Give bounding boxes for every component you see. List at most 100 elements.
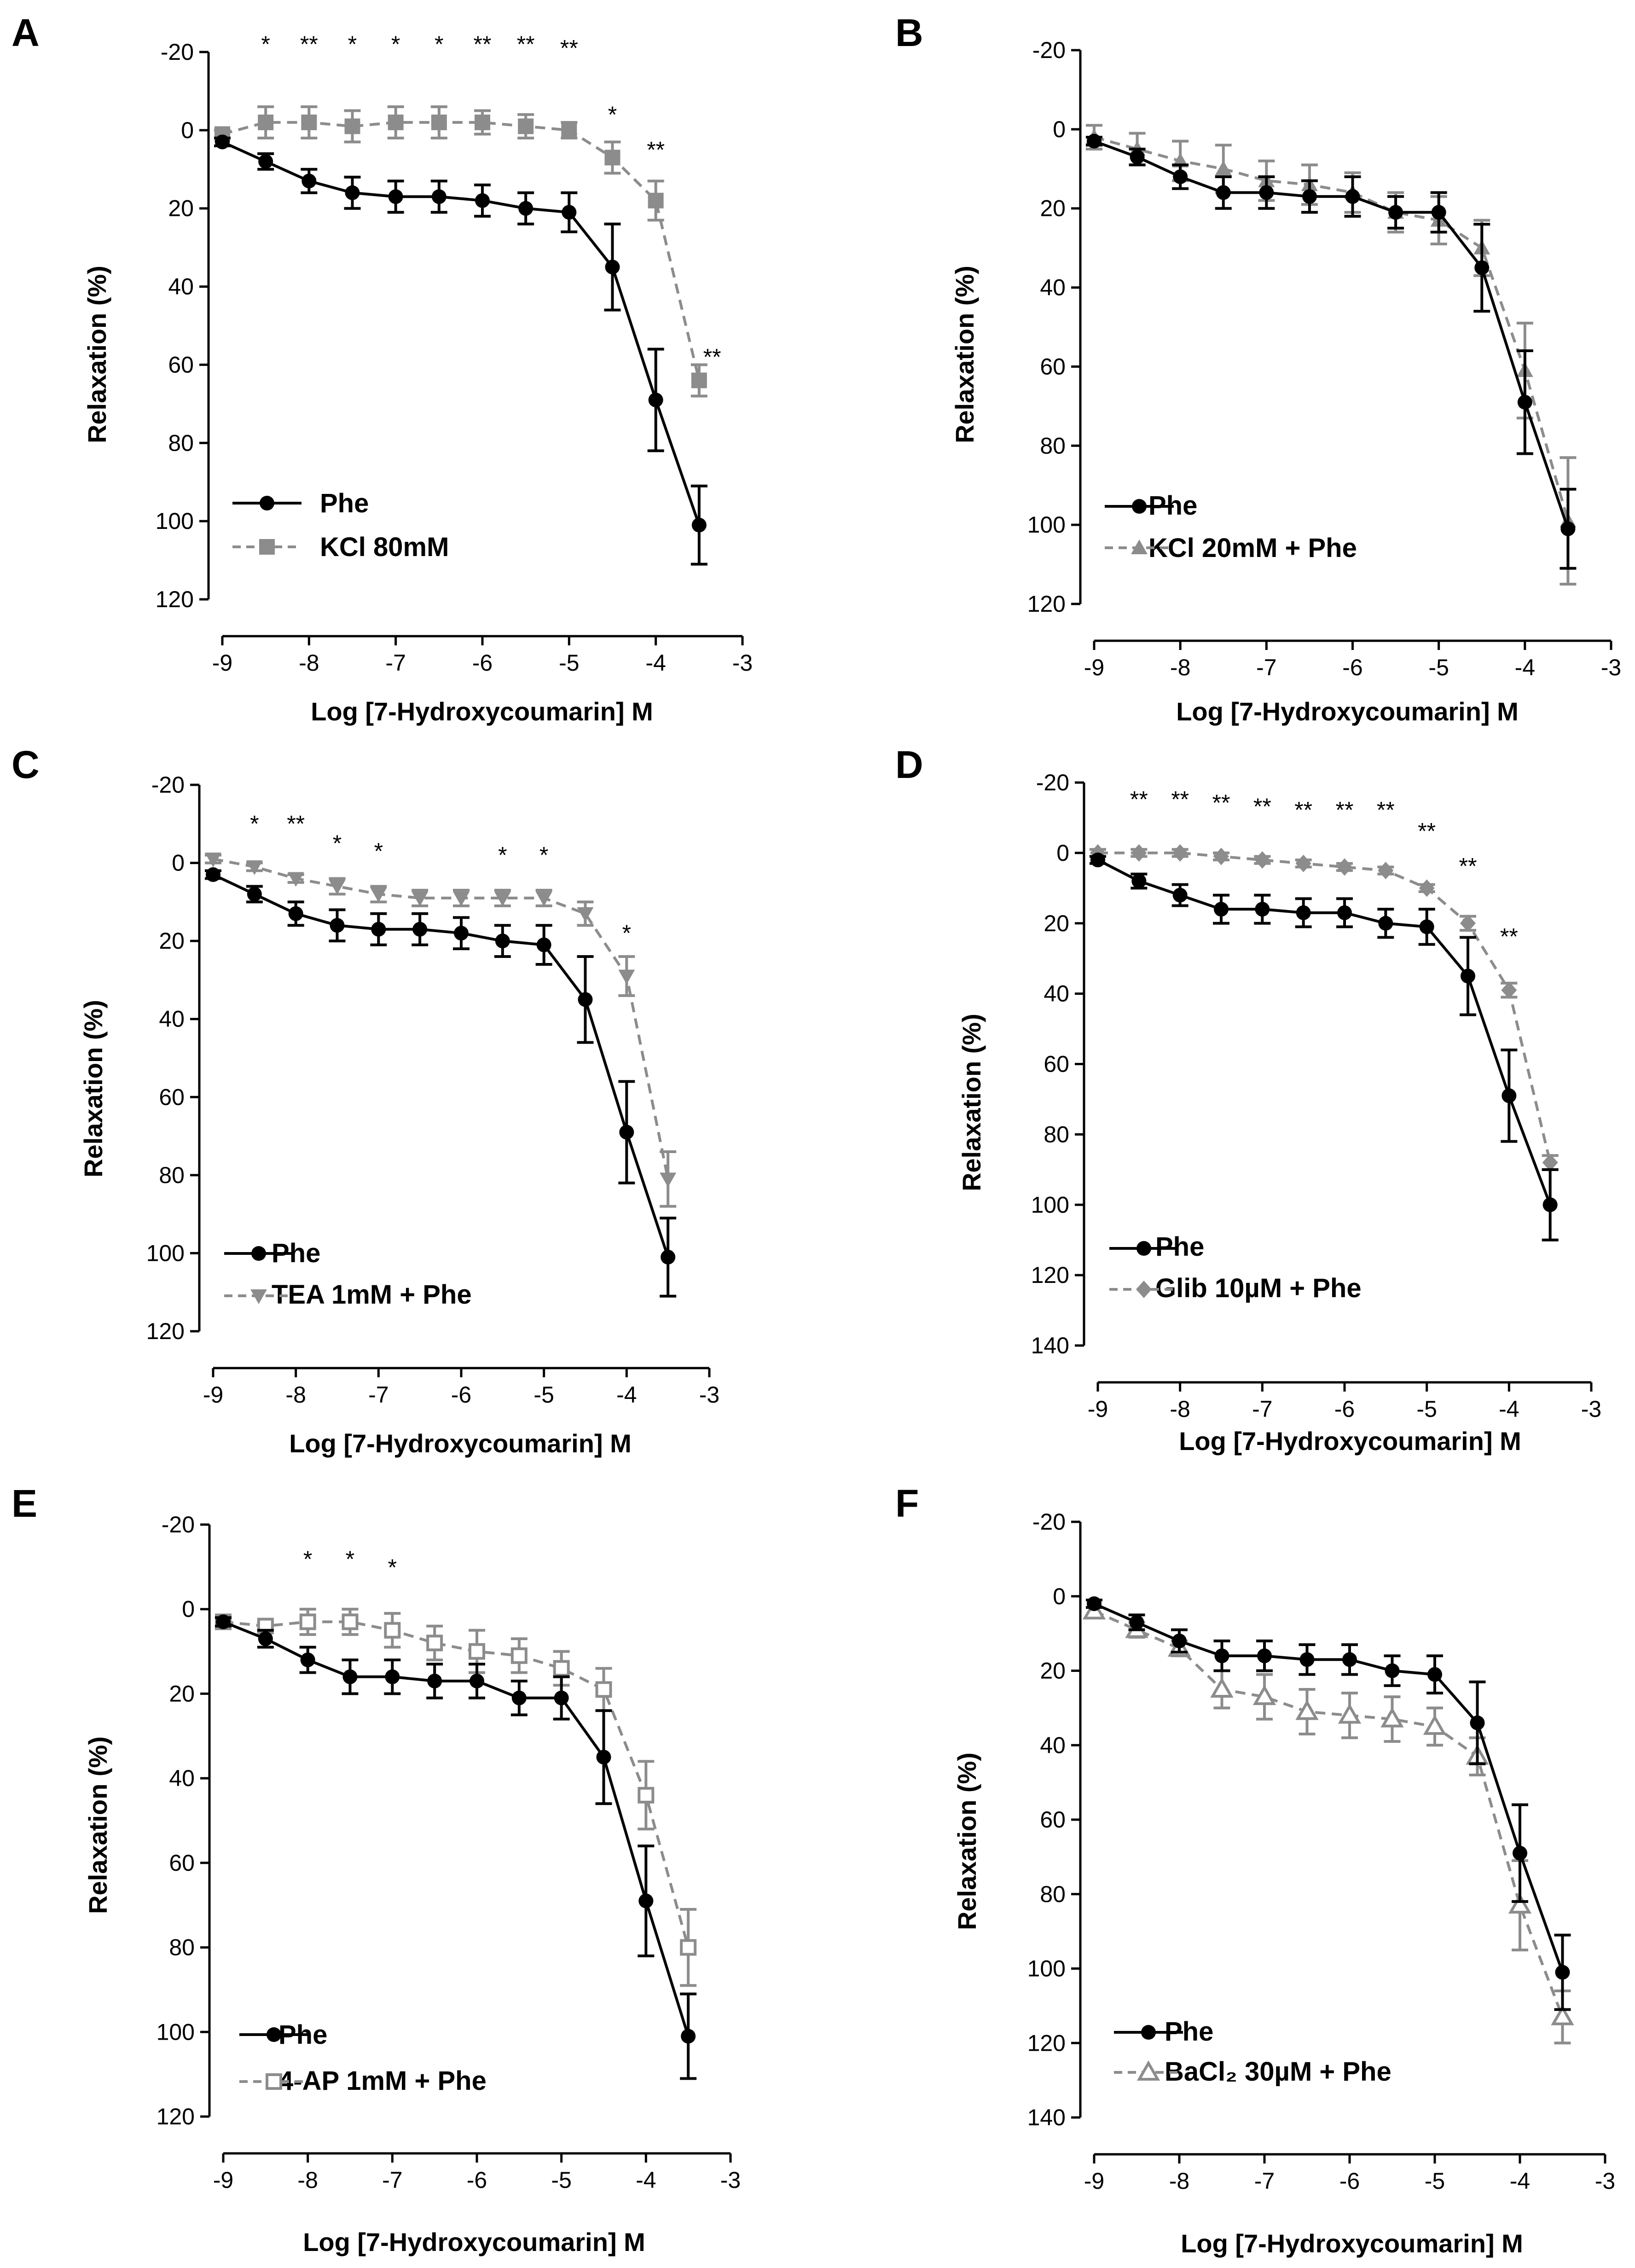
legend-marker xyxy=(1141,2025,1156,2040)
data-point xyxy=(638,1893,654,1908)
data-point xyxy=(1555,1965,1570,1980)
x-tick-label: -6 xyxy=(472,650,493,676)
x-tick-label: -6 xyxy=(467,2167,487,2193)
significance-marker: * xyxy=(333,830,342,856)
significance-marker: * xyxy=(261,31,270,57)
data-point xyxy=(1378,862,1394,880)
data-point xyxy=(535,891,552,906)
panel-letter-a: A xyxy=(12,11,40,54)
x-tick-label: -4 xyxy=(645,650,666,676)
data-point xyxy=(1252,1685,1276,1705)
data-point xyxy=(1172,1633,1187,1648)
significance-marker: * xyxy=(498,842,507,868)
data-point xyxy=(1337,858,1352,876)
series-treatment xyxy=(1090,844,1559,1172)
x-axis-title: Log [7-Hydroxycoumarin] M xyxy=(311,697,653,726)
y-tick-label: 60 xyxy=(1044,1051,1069,1077)
x-tick-label: -7 xyxy=(382,2167,402,2193)
x-tick-label: -6 xyxy=(451,1382,471,1408)
legend-symbol xyxy=(239,2027,308,2042)
y-axis-title: Relaxation (%) xyxy=(950,266,979,443)
significance-marker: * xyxy=(539,842,548,868)
x-tick-label: -5 xyxy=(1428,655,1449,680)
y-tick-label: 120 xyxy=(1027,591,1066,617)
data-point xyxy=(388,114,404,130)
data-point xyxy=(562,205,577,220)
panel-letter-e: E xyxy=(12,1482,37,1525)
y-tick-label: 80 xyxy=(1040,433,1066,458)
data-point xyxy=(1419,879,1435,897)
data-point xyxy=(431,114,447,130)
y-tick-label: 140 xyxy=(1031,1333,1069,1358)
x-tick-label: -3 xyxy=(1595,2168,1615,2194)
y-tick-label: 0 xyxy=(182,1596,195,1622)
data-point xyxy=(431,189,446,204)
y-axis-title: Relaxation (%) xyxy=(83,1736,112,1914)
data-point xyxy=(648,392,663,407)
y-tick-label: 0 xyxy=(1053,1584,1066,1609)
significance-marker: * xyxy=(346,1546,354,1572)
series-line xyxy=(1098,851,1552,1163)
panel-e: E Relaxation (%) Log [7-Hydroxycoumarin]… xyxy=(12,1482,741,2256)
panel-d: D Relaxation (%) Log [7-Hydroxycoumarin]… xyxy=(895,743,1601,1456)
y-tick-label: 100 xyxy=(156,508,194,534)
y-tick-label: 40 xyxy=(1040,275,1066,301)
data-point xyxy=(1542,1197,1558,1212)
legend-label-phe: Phe xyxy=(320,488,369,518)
data-point xyxy=(1517,394,1532,410)
data-point xyxy=(1215,160,1232,175)
series-control xyxy=(1086,133,1577,570)
y-tick-label: 80 xyxy=(168,430,194,456)
data-point xyxy=(1345,189,1360,204)
data-point xyxy=(1460,914,1476,932)
data-point xyxy=(470,1673,484,1688)
data-point xyxy=(258,1631,273,1647)
data-point xyxy=(384,1622,401,1639)
data-point xyxy=(246,860,263,876)
data-point xyxy=(1542,1154,1558,1172)
y-tick-label: 20 xyxy=(169,1681,195,1706)
data-point xyxy=(300,1652,315,1667)
data-point xyxy=(596,1750,611,1765)
x-tick-label: -6 xyxy=(1334,1396,1355,1422)
significance-marker: * xyxy=(348,31,357,57)
data-point xyxy=(1470,1715,1485,1730)
series-control xyxy=(215,1614,697,2080)
data-point xyxy=(1502,1088,1517,1103)
series-treatment xyxy=(214,105,707,398)
legend-marker xyxy=(1136,1281,1152,1298)
data-point xyxy=(605,260,620,275)
y-tick-label: 80 xyxy=(159,1162,185,1188)
x-tick-label: -4 xyxy=(1499,1396,1519,1422)
significance-marker: * xyxy=(374,838,383,864)
data-point xyxy=(1474,260,1490,275)
significance-marker: ** xyxy=(1459,853,1477,879)
x-tick-label: -5 xyxy=(559,650,579,676)
x-tick-label: -9 xyxy=(213,2167,233,2193)
panel-letter-c: C xyxy=(12,743,40,786)
data-point xyxy=(216,1614,231,1630)
data-point xyxy=(578,992,593,1007)
legend-label-bacl2-30um-phe: BaCl₂ 30µM + Phe xyxy=(1165,2057,1391,2087)
data-point xyxy=(1130,150,1145,165)
data-point xyxy=(329,880,346,895)
data-point xyxy=(1131,844,1147,862)
significance-marker: ** xyxy=(300,31,318,57)
data-point xyxy=(595,1681,612,1698)
y-tick-label: 0 xyxy=(1053,116,1066,142)
series-line xyxy=(223,1620,690,1948)
series-line xyxy=(221,140,701,526)
data-point xyxy=(344,118,360,134)
data-point xyxy=(1427,1667,1442,1682)
data-point xyxy=(561,122,577,138)
y-tick-label: 120 xyxy=(1027,2030,1066,2056)
significance-marker: ** xyxy=(1253,794,1271,819)
x-tick-label: -3 xyxy=(699,1382,719,1408)
x-tick-label: -8 xyxy=(1170,1396,1190,1422)
data-point xyxy=(1295,1700,1319,1720)
series-treatment xyxy=(1082,1599,1574,2045)
y-tick-label: 120 xyxy=(1031,1262,1069,1288)
series-control xyxy=(205,867,677,1298)
y-tick-label: 0 xyxy=(181,117,194,143)
legend-label-kcl-80mm: KCl 80mM xyxy=(320,532,449,562)
